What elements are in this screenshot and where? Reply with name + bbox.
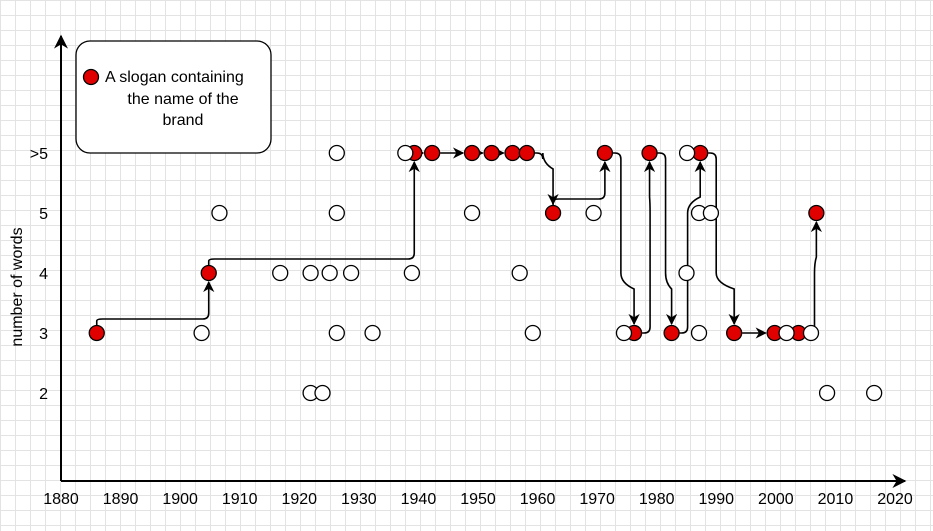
slogan-point <box>328 144 345 162</box>
x-tick-label: 1910 <box>222 491 258 508</box>
legend-box <box>75 40 272 154</box>
brand-slogan-point <box>726 324 743 342</box>
brand-slogan-point <box>808 204 825 222</box>
y-tick-label: 5 <box>39 206 48 223</box>
slogan-point <box>397 144 414 162</box>
x-tick-label: 1980 <box>639 491 675 508</box>
y-tick-label: 3 <box>39 326 48 343</box>
x-tick-label: 1930 <box>341 491 377 508</box>
y-tick-label: 4 <box>39 266 48 283</box>
legend: A slogan containing the name of the bran… <box>75 40 272 154</box>
connector-arrow <box>679 160 706 334</box>
brand-slogan-point <box>663 324 680 342</box>
x-tick-label: 1890 <box>103 491 139 508</box>
connector-arrow <box>207 160 420 265</box>
slogan-point <box>802 324 820 342</box>
connector-arrow <box>806 220 822 334</box>
connector-arrow <box>642 160 656 334</box>
x-tick-label: 1990 <box>698 491 734 508</box>
connector-arrow <box>657 152 678 326</box>
y-tick-label: >5 <box>30 146 48 163</box>
slogan-point <box>211 204 228 222</box>
brand-slogan-point <box>504 144 521 162</box>
y-tick-label: 2 <box>39 386 48 403</box>
x-tick-label: 1900 <box>162 491 198 508</box>
brand-slogan-point <box>423 144 441 162</box>
legend-line-1: A slogan containing <box>105 69 244 86</box>
x-tick-label: 2000 <box>758 491 794 508</box>
legend-line-2: the name of the <box>127 91 238 108</box>
slogan-point <box>328 324 345 342</box>
connector-arrow <box>552 160 611 205</box>
slogan-point <box>690 324 708 342</box>
slogan-point <box>193 324 210 342</box>
brand-slogan-point <box>483 144 500 162</box>
slogan-point <box>702 204 720 222</box>
brand-slogan-point <box>463 144 481 162</box>
brand-slogan-point <box>200 264 217 282</box>
x-tick-label: 2010 <box>818 491 854 508</box>
connector-arrow <box>95 280 215 325</box>
slogan-point <box>314 384 331 402</box>
connector-arrow <box>708 152 740 326</box>
slogan-point <box>364 324 381 342</box>
brand-slogan-point <box>596 144 614 162</box>
connector-arrow <box>612 152 640 326</box>
x-tick-label: 1950 <box>460 491 496 508</box>
x-tick-label: 1960 <box>520 491 556 508</box>
slogan-point <box>463 204 481 222</box>
slogan-point <box>866 384 883 402</box>
slogan-point <box>678 144 696 162</box>
x-tick-label: 1920 <box>281 491 317 508</box>
slogan-point <box>328 204 345 222</box>
x-tick-label: 1970 <box>579 491 615 508</box>
x-tick-label: 2020 <box>877 491 913 508</box>
slogan-point <box>511 264 528 282</box>
legend-line-3: brand <box>163 112 204 129</box>
slogan-point <box>678 264 695 282</box>
brand-slogan-point <box>518 144 535 162</box>
slogan-point <box>302 264 319 282</box>
slogan-point <box>342 264 360 282</box>
slogan-point <box>818 384 836 402</box>
slogan-point <box>321 264 338 282</box>
slogan-point <box>272 264 289 282</box>
legend-marker <box>82 68 100 86</box>
x-tick-label: 1940 <box>401 491 437 508</box>
brand-slogan-point <box>544 204 562 222</box>
brand-slogan-point <box>88 324 105 342</box>
axes: 1880 1890 1900 1910 1920 1930 1940 1950 1960 1970… <box>9 34 913 508</box>
y-axis-label: number of words <box>9 227 26 346</box>
slogan-point <box>778 324 795 342</box>
data-points <box>88 144 883 402</box>
x-tick-label: 1880 <box>43 491 79 508</box>
connector-arrow <box>534 152 559 206</box>
slogan-point <box>524 324 541 342</box>
slogan-point <box>615 324 633 342</box>
connector-arrows <box>95 147 822 339</box>
slogan-point <box>585 204 602 222</box>
slogan-point <box>403 264 421 282</box>
brand-slogan-point <box>641 144 658 162</box>
